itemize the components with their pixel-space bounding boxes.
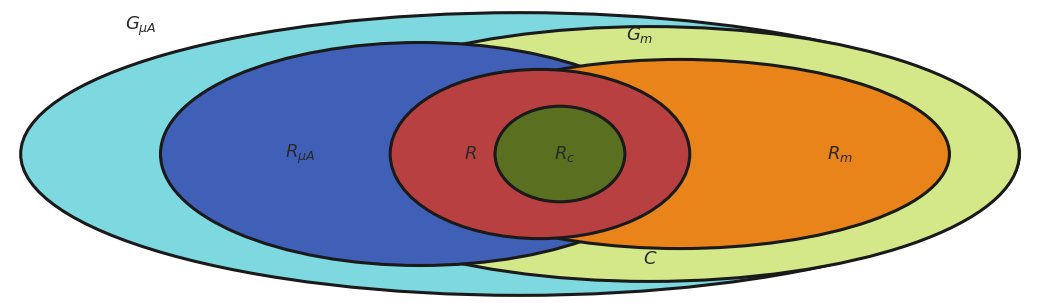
Ellipse shape: [281, 26, 1019, 282]
Ellipse shape: [390, 69, 690, 239]
Ellipse shape: [21, 13, 1019, 295]
Text: $R_c$: $R_c$: [554, 144, 575, 164]
Text: $G_{\mu A}$: $G_{\mu A}$: [125, 15, 156, 38]
Ellipse shape: [495, 106, 625, 202]
Text: $R_{\mu A}$: $R_{\mu A}$: [285, 142, 315, 166]
Ellipse shape: [160, 43, 680, 265]
Ellipse shape: [410, 59, 950, 249]
Text: $C$: $C$: [643, 249, 657, 268]
Text: $R$: $R$: [464, 145, 476, 163]
Text: $G_m$: $G_m$: [626, 25, 653, 45]
Text: $R_m$: $R_m$: [827, 144, 853, 164]
